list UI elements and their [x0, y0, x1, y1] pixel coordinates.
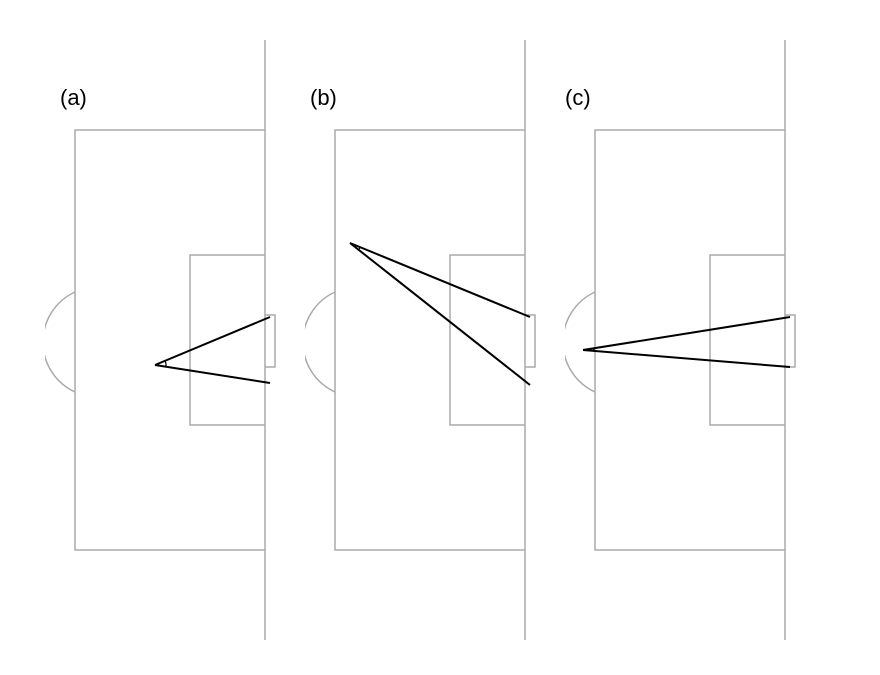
penalty-box [595, 130, 785, 550]
shot-line-top [583, 317, 790, 350]
shot-line-bottom [350, 243, 530, 385]
penalty-arc [565, 292, 595, 392]
penalty-box [75, 130, 265, 550]
goal-mouth [785, 315, 795, 367]
goal-mouth [265, 315, 275, 367]
goal-mouth [525, 315, 535, 367]
panel-c [565, 40, 815, 640]
panel-b [305, 40, 555, 640]
goal-area [710, 255, 785, 425]
goal-area [450, 255, 525, 425]
shot-line-top [350, 243, 530, 317]
goal-area [190, 255, 265, 425]
shot-line-bottom [583, 350, 790, 367]
penalty-arc [305, 292, 335, 392]
shot-line-top [155, 317, 270, 365]
penalty-box [335, 130, 525, 550]
panel-a [45, 40, 295, 640]
penalty-arc [45, 292, 75, 392]
shot-line-bottom [155, 365, 270, 383]
